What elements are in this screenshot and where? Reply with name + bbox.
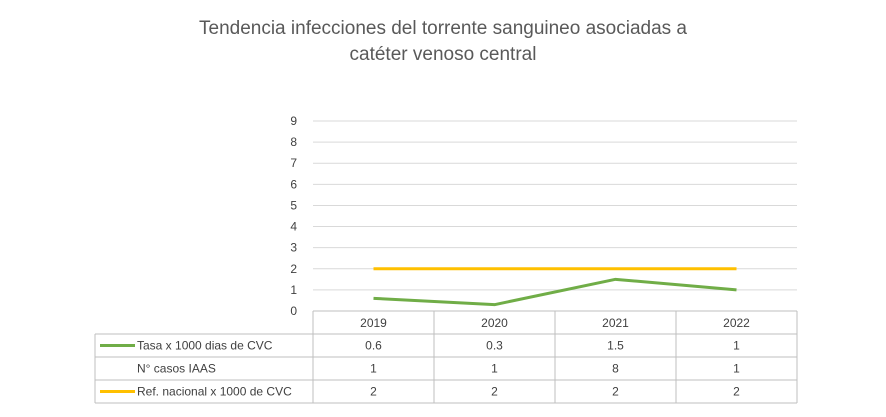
legend-label: Ref. nacional x 1000 de CVC [137, 385, 292, 399]
y-tick-label: 2 [290, 262, 297, 276]
legend-label: Tasa x 1000 dias de CVC [137, 339, 273, 353]
category-label: 2019 [360, 316, 387, 330]
y-tick-label: 8 [290, 135, 297, 149]
y-tick-label: 0 [290, 304, 297, 318]
data-label: 1 [733, 362, 740, 376]
category-label: 2020 [481, 316, 508, 330]
chart-title-line-1: Tendencia infecciones del torrente sangu… [199, 18, 687, 39]
y-tick-label: 9 [290, 114, 297, 128]
chart-title: Tendencia infecciones del torrente sangu… [0, 16, 886, 68]
data-label: 8 [612, 362, 619, 376]
y-tick-label: 5 [290, 198, 297, 212]
category-label: 2021 [602, 316, 629, 330]
category-label: 2022 [723, 316, 750, 330]
data-label: 2 [612, 385, 619, 399]
chart-title-line-2: catéter venoso central [349, 44, 537, 65]
data-label: 0.3 [486, 339, 503, 353]
y-tick-label: 7 [290, 156, 297, 170]
legend-label: N° casos IAAS [137, 362, 216, 376]
data-label: 2 [733, 385, 740, 399]
series-line [373, 277, 737, 307]
data-label: 1 [733, 339, 740, 353]
data-label: 1 [370, 362, 377, 376]
data-label: 0.6 [365, 339, 382, 353]
y-tick-label: 6 [290, 177, 297, 191]
y-tick-label: 4 [290, 220, 297, 234]
data-label: 1.5 [607, 339, 624, 353]
data-label: 2 [491, 385, 498, 399]
y-tick-label: 3 [290, 241, 297, 255]
data-label: 1 [491, 362, 498, 376]
data-label: 2 [370, 385, 377, 399]
y-tick-label: 1 [290, 283, 297, 297]
